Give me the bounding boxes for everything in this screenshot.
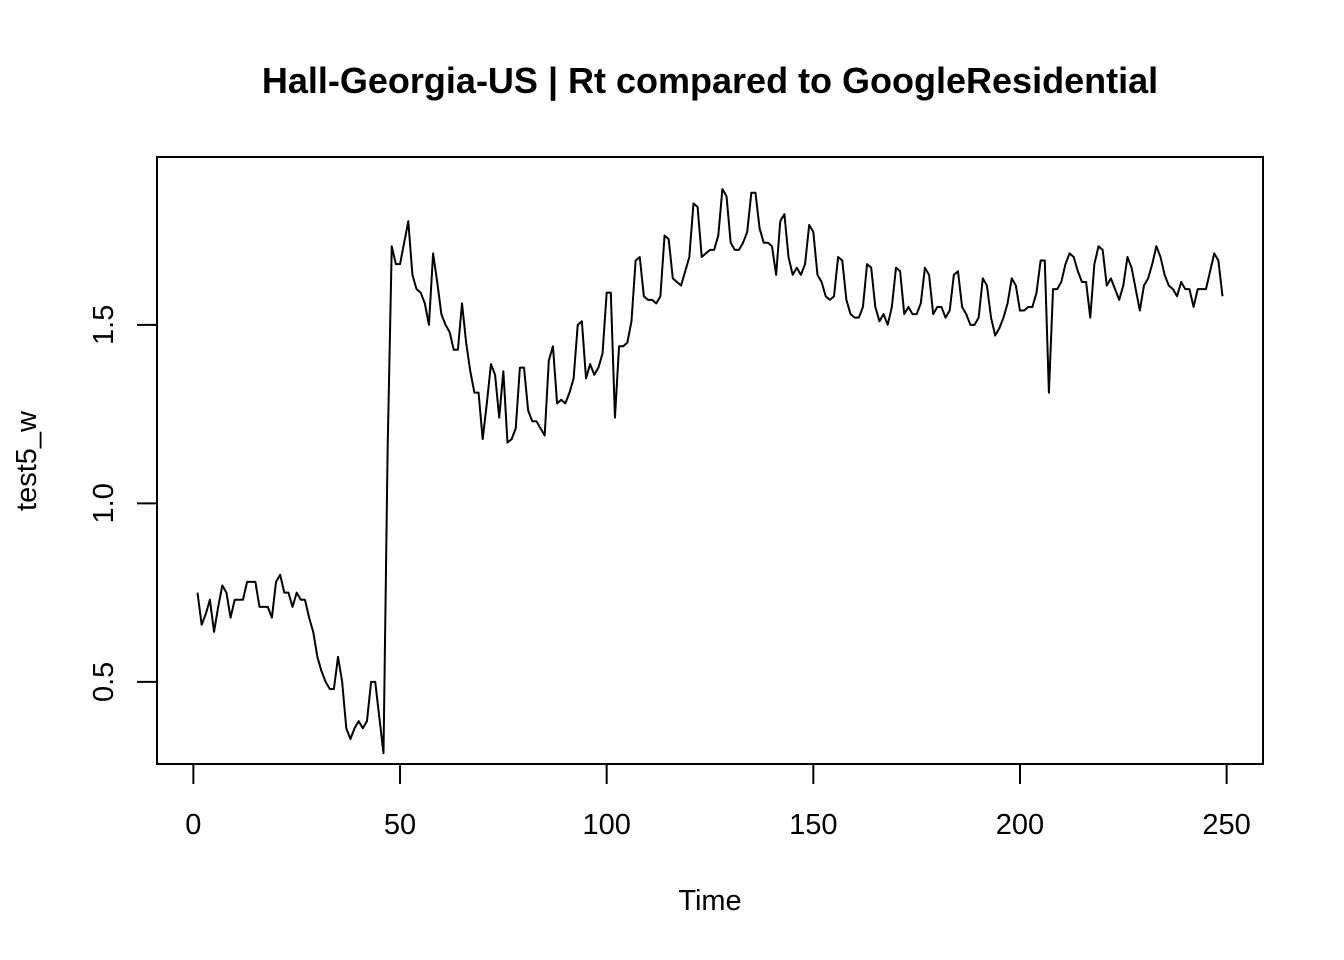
chart-title: Hall-Georgia-US | Rt compared to GoogleR… [262,60,1158,102]
y-axis: 0.5 1.0 1.5 [88,305,158,702]
y-tick-label: 1.5 [88,305,120,345]
x-tick-label: 150 [789,809,837,841]
series-line-1 [196,188,1224,755]
y-axis-label: test5_w [11,410,43,511]
x-axis: 0 50 100 150 200 250 [185,763,1251,841]
x-tick-label: 50 [384,809,416,841]
x-tick-label: 100 [582,809,630,841]
plot-area [196,188,1224,755]
y-tick-label: 1.0 [88,483,120,523]
y-tick-label: 0.5 [88,662,120,702]
x-axis-label: Time [678,885,741,917]
x-tick-label: 0 [185,809,201,841]
x-tick-label: 250 [1202,809,1250,841]
x-tick-label: 200 [996,809,1044,841]
